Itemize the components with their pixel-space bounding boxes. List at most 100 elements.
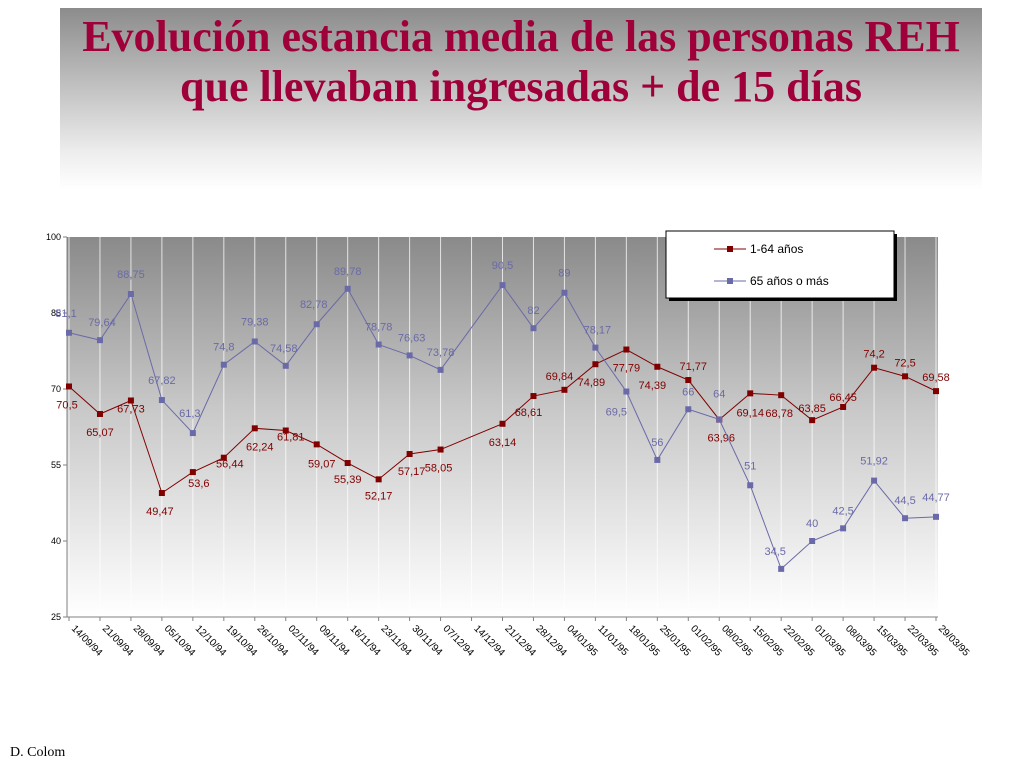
data-point bbox=[685, 406, 692, 413]
data-label: 70,5 bbox=[56, 399, 77, 411]
data-label: 40 bbox=[806, 518, 818, 530]
data-label: 67,73 bbox=[117, 404, 145, 416]
x-tick-label: 29/03/95 bbox=[936, 623, 972, 659]
x-tick-label: 21/09/94 bbox=[100, 623, 136, 659]
data-label: 61,81 bbox=[277, 431, 305, 443]
data-point bbox=[871, 477, 878, 484]
data-point bbox=[437, 446, 444, 453]
x-tick-label: 30/11/94 bbox=[409, 623, 444, 658]
data-label: 64 bbox=[713, 388, 725, 400]
data-point bbox=[158, 397, 165, 404]
data-point bbox=[127, 397, 134, 404]
x-tick-label: 26/10/94 bbox=[255, 623, 291, 659]
author-footer: D. Colom bbox=[10, 745, 66, 760]
y-tick-label: 40 bbox=[51, 536, 61, 546]
data-label: 69,5 bbox=[606, 407, 627, 419]
data-point bbox=[282, 362, 289, 369]
x-tick-label: 02/11/94 bbox=[286, 623, 321, 658]
data-label: 62,24 bbox=[246, 441, 274, 453]
data-point bbox=[933, 388, 939, 395]
data-point bbox=[902, 515, 909, 522]
data-label: 69,84 bbox=[546, 371, 574, 383]
x-tick-label: 28/09/94 bbox=[131, 623, 167, 659]
data-label: 76,63 bbox=[398, 332, 426, 344]
data-point bbox=[158, 490, 165, 497]
y-tick-label: 85 bbox=[51, 308, 61, 318]
title-background bbox=[60, 8, 982, 190]
data-point bbox=[189, 430, 196, 437]
data-point bbox=[220, 454, 227, 461]
legend-box bbox=[665, 230, 895, 299]
data-label: 66 bbox=[682, 386, 694, 398]
data-label: 81,1 bbox=[55, 308, 76, 320]
x-tick-label: 04/01/95 bbox=[564, 623, 600, 659]
data-label: 73,78 bbox=[427, 347, 455, 359]
data-point bbox=[747, 390, 754, 397]
data-label: 52,17 bbox=[365, 490, 393, 502]
data-label: 61,3 bbox=[179, 408, 200, 420]
data-point bbox=[871, 364, 878, 371]
data-point bbox=[313, 321, 320, 328]
data-label: 65,07 bbox=[86, 427, 114, 439]
line-chart: 25 40 55 70 85 100 14/09/9421/09/9428/09/9405/… bbox=[46, 230, 972, 659]
data-label: 57,17 bbox=[398, 466, 426, 478]
y-tick-label: 70 bbox=[51, 384, 61, 394]
x-tick-label: 18/01/95 bbox=[626, 623, 662, 659]
x-tick-label: 22/03/95 bbox=[905, 623, 941, 659]
data-label: 49,47 bbox=[146, 506, 174, 518]
data-label: 82 bbox=[527, 305, 539, 317]
legend-label: 1-64 años bbox=[750, 242, 803, 256]
data-point bbox=[344, 285, 351, 292]
data-label: 56,44 bbox=[216, 459, 244, 471]
data-label: 89,78 bbox=[334, 266, 362, 278]
data-point bbox=[251, 338, 258, 345]
data-point bbox=[96, 410, 103, 417]
data-point bbox=[623, 346, 630, 353]
x-tick-label: 01/02/95 bbox=[688, 623, 724, 659]
data-point bbox=[933, 513, 939, 520]
data-point bbox=[530, 325, 537, 332]
y-tick-label: 100 bbox=[46, 232, 61, 242]
page-title: Evolución estancia media de las personas… bbox=[82, 12, 960, 111]
data-label: 79,38 bbox=[241, 316, 269, 328]
data-label: 82,78 bbox=[300, 299, 328, 311]
data-point bbox=[778, 392, 785, 399]
data-point bbox=[499, 420, 506, 427]
data-point bbox=[220, 361, 227, 368]
data-label: 44,5 bbox=[894, 495, 915, 507]
data-point bbox=[592, 344, 599, 351]
data-point bbox=[716, 416, 723, 423]
data-point bbox=[561, 289, 568, 296]
data-label: 63,85 bbox=[798, 403, 826, 415]
data-label: 59,07 bbox=[308, 458, 336, 470]
x-tick-label: 23/11/94 bbox=[379, 623, 414, 658]
data-label: 34,5 bbox=[764, 546, 785, 558]
x-tick-label: 12/10/94 bbox=[193, 623, 229, 659]
data-point bbox=[561, 386, 568, 393]
x-tick-label: 07/12/94 bbox=[440, 623, 476, 659]
data-point bbox=[344, 460, 351, 467]
x-tick-label: 21/12/94 bbox=[502, 623, 538, 659]
data-label: 56 bbox=[651, 437, 663, 449]
data-label: 72,5 bbox=[894, 357, 915, 369]
series-line bbox=[68, 348, 937, 494]
data-label: 78,17 bbox=[584, 325, 612, 337]
x-tick-label: 14/09/94 bbox=[69, 623, 105, 659]
data-label: 66,45 bbox=[829, 392, 857, 404]
data-point bbox=[840, 525, 847, 532]
data-label: 53,6 bbox=[188, 478, 209, 490]
data-point bbox=[623, 388, 630, 395]
y-tick-label: 25 bbox=[51, 612, 61, 622]
x-tick-label: 01/03/95 bbox=[812, 623, 848, 659]
x-tick-label: 25/01/95 bbox=[657, 623, 693, 659]
legend-label: 65 años o más bbox=[750, 274, 829, 288]
data-label: 51,92 bbox=[860, 456, 888, 468]
data-label: 78,78 bbox=[365, 322, 393, 334]
data-point bbox=[127, 291, 134, 297]
data-point bbox=[499, 282, 506, 289]
x-tick-label: 28/12/94 bbox=[533, 623, 569, 659]
x-tick-label: 08/02/95 bbox=[719, 623, 755, 659]
data-point bbox=[96, 337, 103, 344]
data-point bbox=[654, 363, 661, 370]
data-label: 90,5 bbox=[492, 260, 513, 272]
